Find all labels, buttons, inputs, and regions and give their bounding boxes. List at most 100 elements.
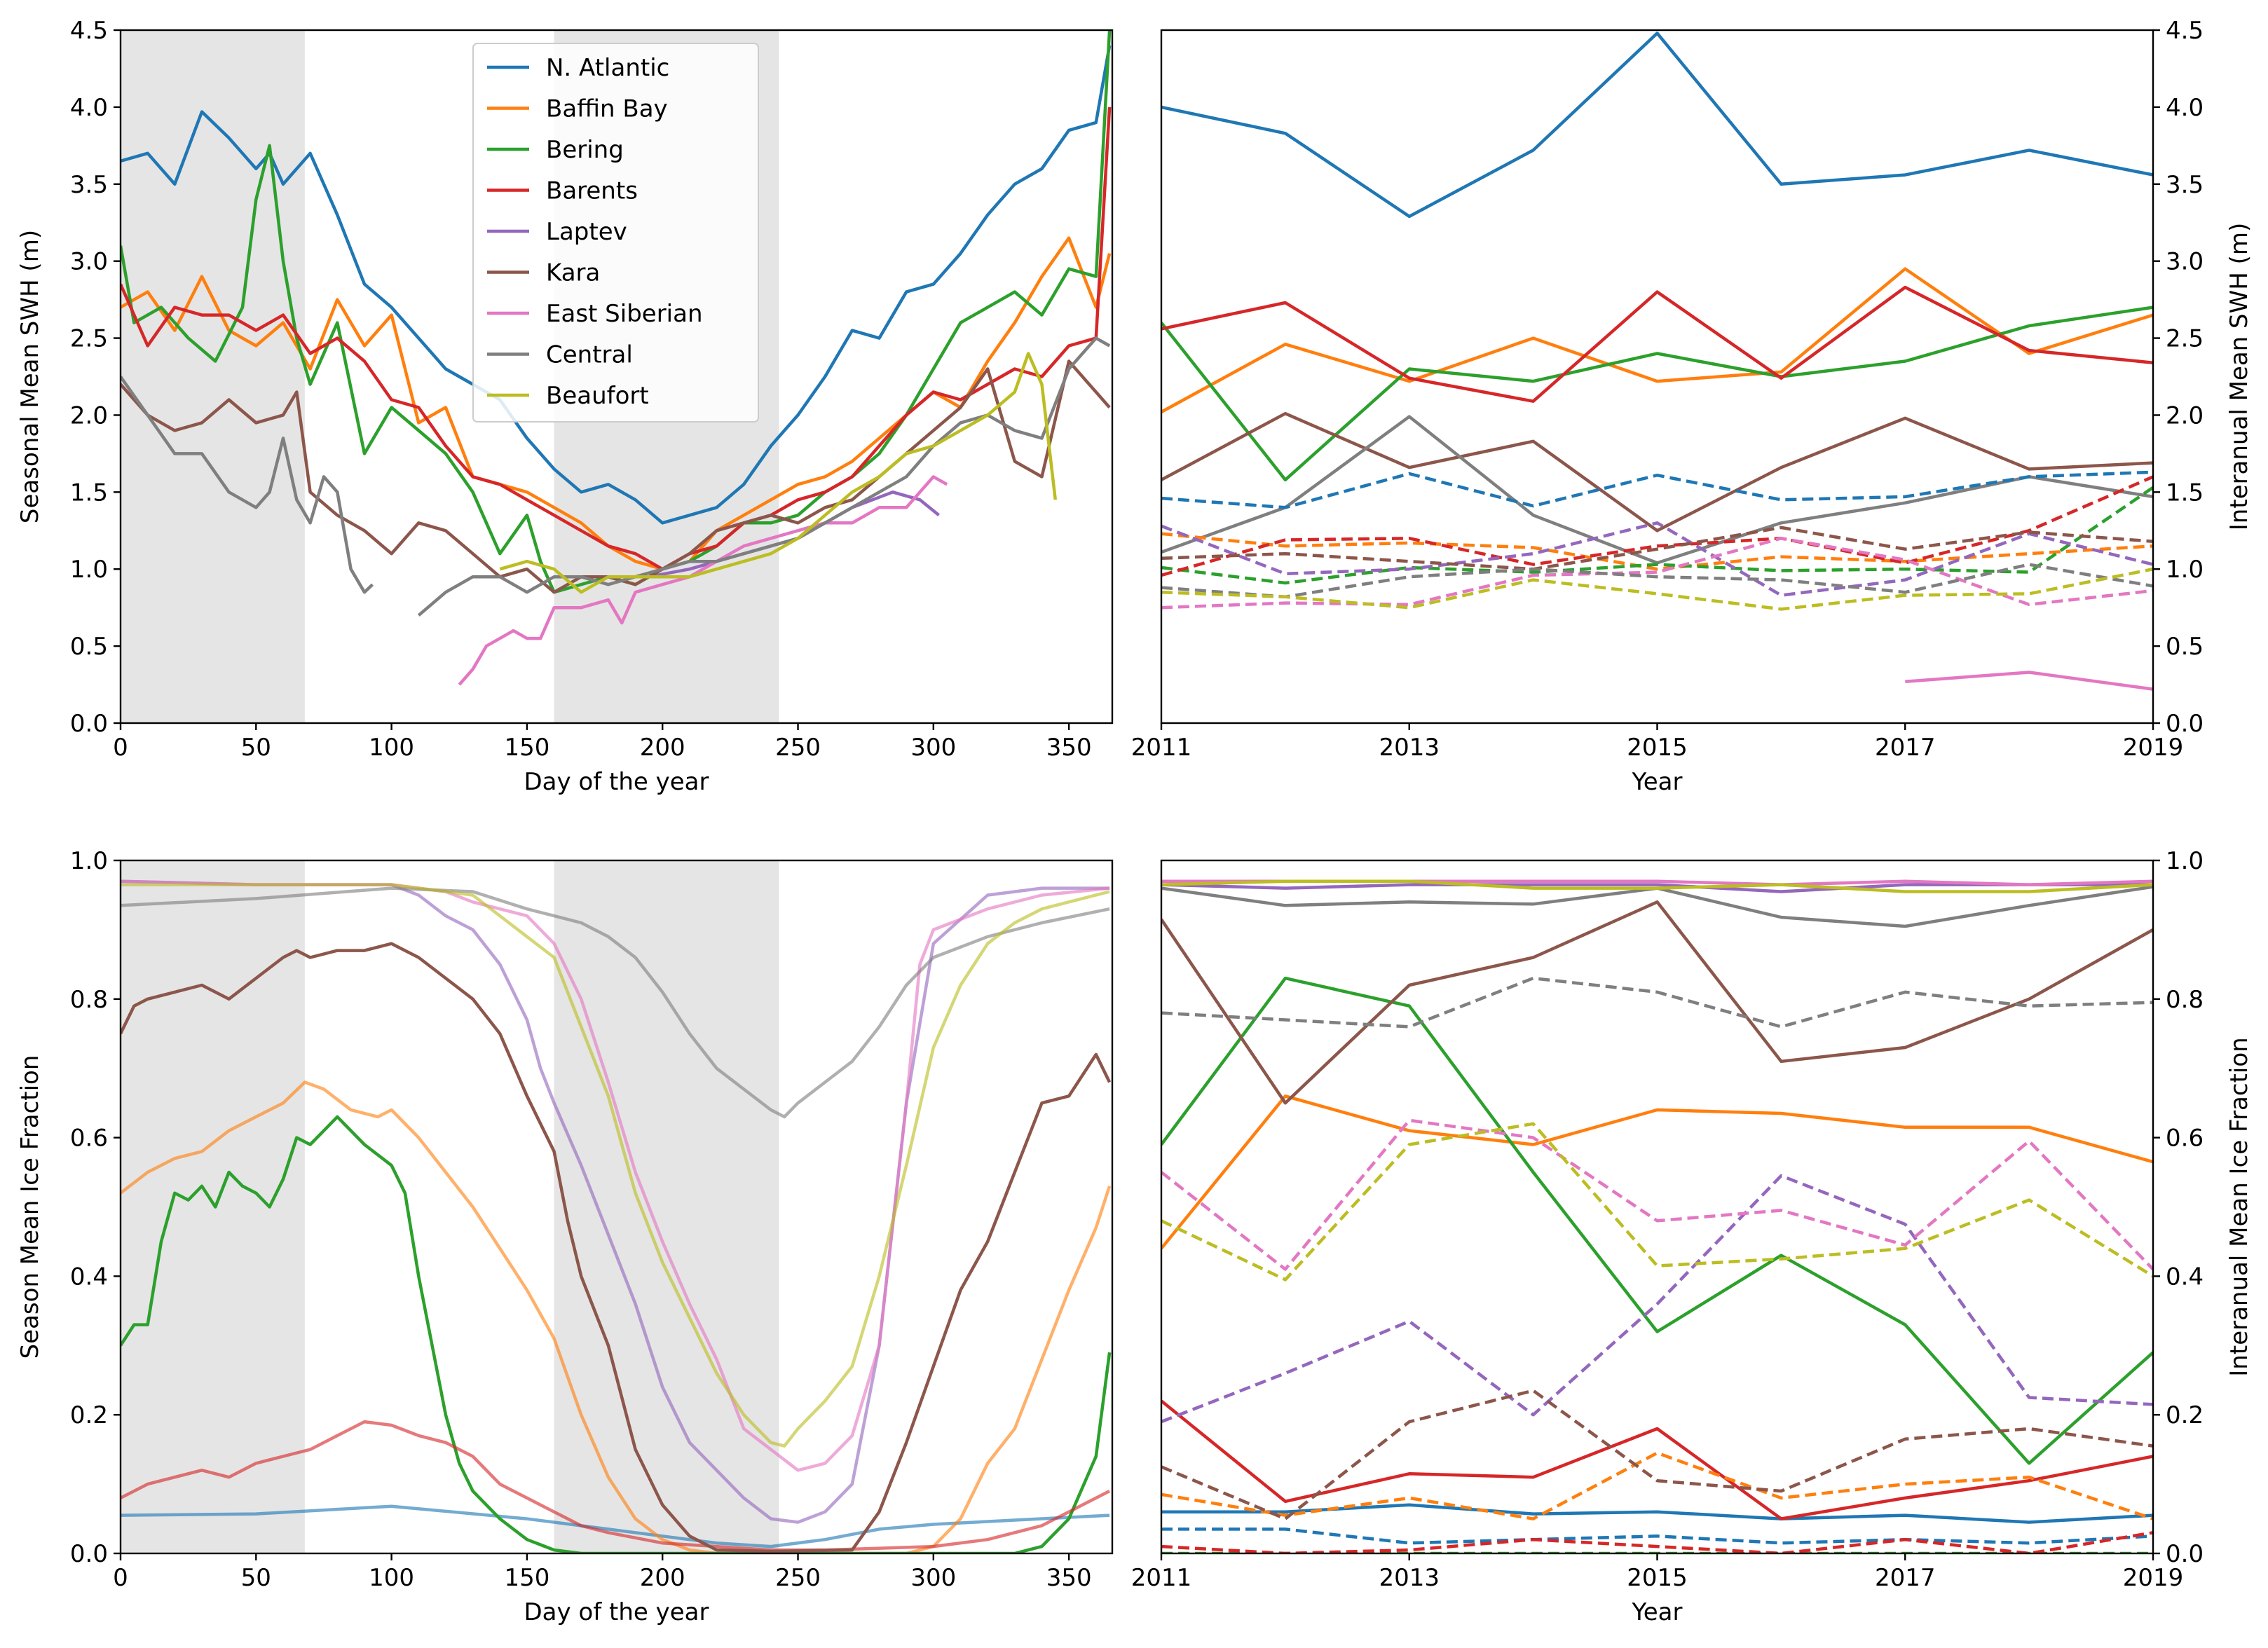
series-n-atlantic-solid-0 bbox=[1161, 1503, 2153, 1524]
axes-frame bbox=[119, 29, 1114, 725]
series-baffin-bay-solid-1 bbox=[1161, 1094, 2153, 1250]
legend-box bbox=[472, 43, 759, 423]
legend-label-east-siberian: East Siberian bbox=[546, 300, 703, 328]
legend-label-bering: Bering bbox=[546, 136, 624, 164]
x-tick-label: 200 bbox=[640, 734, 685, 762]
series-laptev-dashed-11 bbox=[1161, 521, 2153, 597]
series-kara-dashed-12 bbox=[1161, 526, 2153, 571]
y-tick-label: 3.0 bbox=[2166, 248, 2204, 276]
y-tick-label: 0.8 bbox=[2166, 986, 2204, 1014]
series-kara-dashed-14 bbox=[1161, 1389, 2153, 1520]
series-baffin-bay-1 bbox=[121, 236, 1112, 571]
shaded-span-2 bbox=[554, 860, 779, 1553]
y-axis-label: Season Mean Ice Fraction bbox=[16, 1055, 44, 1359]
x-axis-label: Year bbox=[1632, 1598, 1683, 1626]
y-tick-label: 0.2 bbox=[70, 1401, 108, 1429]
series-central-7 bbox=[121, 886, 1110, 1119]
y-axis-label: Interanual Mean SWH (m) bbox=[2225, 223, 2253, 531]
legend-label-laptev: Laptev bbox=[546, 218, 627, 246]
x-tick-label: 2013 bbox=[1379, 734, 1440, 762]
series-barents-solid-3 bbox=[1161, 1399, 2153, 1520]
x-tick-label: 2011 bbox=[1131, 734, 1192, 762]
series-beaufort-dashed-15 bbox=[1161, 567, 2153, 611]
series-beaufort-solid-8 bbox=[1161, 879, 2153, 893]
legend-label-central: Central bbox=[546, 341, 633, 369]
series-beaufort-dashed-17 bbox=[1161, 1122, 2153, 1282]
x-tick-label: 50 bbox=[241, 1564, 271, 1592]
shaded-span-1 bbox=[121, 30, 305, 723]
y-tick-label: 1.0 bbox=[70, 847, 108, 875]
series-east-siberian-dashed-15 bbox=[1161, 1118, 2153, 1271]
legend-label-beaufort: Beaufort bbox=[546, 382, 649, 410]
series-barents-dashed-10 bbox=[1161, 475, 2153, 577]
y-tick-label: 4.0 bbox=[70, 94, 108, 122]
series-bering-2 bbox=[121, 1115, 1112, 1553]
series-east-siberian-6 bbox=[458, 475, 948, 686]
legend-label-n-atlantic: N. Atlantic bbox=[546, 54, 669, 82]
y-tick-label: 0.8 bbox=[70, 986, 108, 1014]
y-tick-label: 1.5 bbox=[70, 479, 108, 507]
y-tick-label: 0.0 bbox=[2166, 1540, 2204, 1568]
series-n-atlantic-dashed-9 bbox=[1161, 1527, 2153, 1545]
y-axis-label: Seasonal Mean SWH (m) bbox=[16, 230, 44, 523]
legend-label-barents: Barents bbox=[546, 177, 638, 205]
x-tick-label: 300 bbox=[910, 1564, 956, 1592]
series-barents-3 bbox=[121, 1420, 1111, 1552]
x-tick-label: 350 bbox=[1046, 1564, 1092, 1592]
y-tick-label: 1.0 bbox=[2166, 847, 2204, 875]
x-tick-label: 100 bbox=[369, 1564, 414, 1592]
x-tick-label: 2017 bbox=[1875, 1564, 1936, 1592]
y-tick-label: 3.0 bbox=[70, 248, 108, 276]
series-beaufort-9 bbox=[499, 352, 1058, 594]
series-barents-3 bbox=[121, 107, 1112, 571]
shaded-span-1 bbox=[121, 860, 305, 1553]
series-central-8 bbox=[417, 336, 1111, 617]
panel-ice-seasonal: 0 50 100 150 200 250 300 350 0.0 0.2 0.4 0.6 0.8 1.0 D… bbox=[16, 847, 1114, 1626]
y-tick-label: 2.5 bbox=[70, 325, 108, 353]
y-tick-label: 2.5 bbox=[2166, 325, 2204, 353]
axes-frame bbox=[1160, 859, 2154, 1555]
axes-frame bbox=[119, 859, 1114, 1555]
y-tick-label: 1.5 bbox=[2166, 479, 2204, 507]
series-n-atlantic-dashed-7 bbox=[1161, 470, 2153, 509]
y-tick-label: 0.6 bbox=[2166, 1125, 2204, 1153]
x-tick-label: 2017 bbox=[1875, 734, 1936, 762]
series-group bbox=[121, 879, 1112, 1553]
x-axis-label: Day of the year bbox=[524, 1598, 709, 1626]
series-beaufort-8 bbox=[121, 883, 1110, 1448]
series-central-dashed-14 bbox=[1161, 563, 2153, 599]
series-bering-solid-2 bbox=[1161, 305, 2153, 482]
series-kara-solid-5 bbox=[1161, 900, 2153, 1105]
y-tick-label: 4.5 bbox=[2166, 17, 2204, 45]
y-tick-label: 1.0 bbox=[70, 556, 108, 584]
series-group bbox=[121, 30, 1112, 686]
series-laptev-dashed-13 bbox=[1161, 1174, 2153, 1424]
y-tick-label: 0.0 bbox=[2166, 710, 2204, 738]
y-tick-label: 3.5 bbox=[2166, 171, 2204, 199]
axes-frame bbox=[1160, 29, 2154, 725]
y-tick-label: 0.0 bbox=[70, 710, 108, 738]
y-tick-label: 0.4 bbox=[70, 1263, 108, 1291]
x-tick-label: 2013 bbox=[1379, 1564, 1440, 1592]
x-tick-label: 2015 bbox=[1627, 734, 1688, 762]
x-tick-label: 2015 bbox=[1627, 1564, 1688, 1592]
x-tick-label: 50 bbox=[241, 734, 271, 762]
y-tick-label: 2.0 bbox=[70, 401, 108, 430]
y-tick-label: 4.5 bbox=[70, 17, 108, 45]
series-baffin-bay-dashed-8 bbox=[1161, 532, 2153, 571]
y-tick-label: 0.2 bbox=[2166, 1401, 2204, 1429]
series-group bbox=[1161, 879, 2153, 1553]
y-axis-label: Interanual Mean Ice Fraction bbox=[2225, 1037, 2253, 1376]
y-tick-label: 3.5 bbox=[70, 171, 108, 199]
legend-label-baffin-bay: Baffin Bay bbox=[546, 95, 668, 123]
series-central-7 bbox=[121, 376, 374, 594]
x-tick-label: 2019 bbox=[2123, 1564, 2184, 1592]
series-group bbox=[1161, 32, 2153, 691]
y-tick-label: 4.0 bbox=[2166, 94, 2204, 122]
series-bering-solid-2 bbox=[1161, 976, 2153, 1465]
y-tick-label: 2.0 bbox=[2166, 401, 2204, 430]
series-n-atlantic-0 bbox=[121, 1504, 1110, 1549]
series-east-siberian-6 bbox=[121, 879, 1110, 1472]
